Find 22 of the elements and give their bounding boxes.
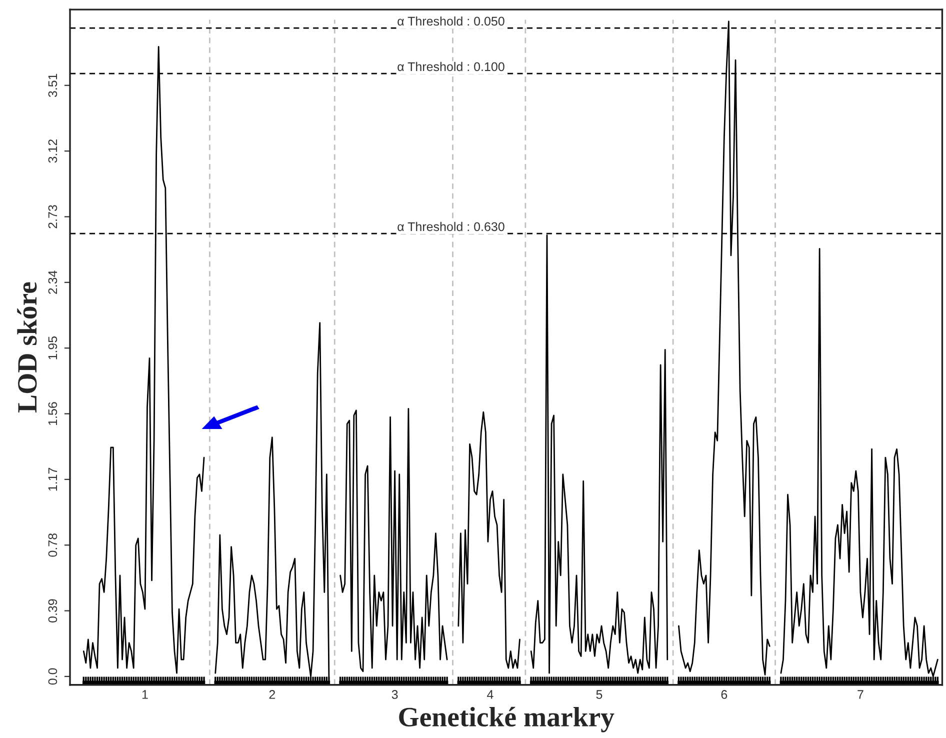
x-tick-label: 7 bbox=[858, 690, 864, 699]
x-tick-label: 2 bbox=[269, 690, 276, 699]
y-tick-label: 1.56 bbox=[48, 402, 58, 425]
y-tick-label: 3.12 bbox=[48, 140, 58, 163]
annotation: α Threshold : 0.630 bbox=[398, 222, 504, 232]
y-tick-label: 1.17 bbox=[48, 468, 57, 491]
y-tick-label: 2.73 bbox=[48, 205, 58, 228]
y-tick-label: 0.0 bbox=[48, 668, 58, 685]
x-axis-title: Genetické markry bbox=[399, 706, 614, 732]
x-tick-label: 5 bbox=[596, 690, 602, 699]
x-tick-label: 4 bbox=[487, 690, 494, 699]
annotation: α Threshold : 0.100 bbox=[398, 62, 504, 72]
y-tick-label: 0.39 bbox=[48, 599, 58, 622]
y-tick-label: 1.95 bbox=[48, 336, 58, 360]
y-tick-label: 3.51 bbox=[48, 74, 58, 98]
x-tick-label: 6 bbox=[721, 690, 728, 699]
y-tick-label: 2.34 bbox=[48, 270, 58, 294]
y-axis-title: LOD skóre bbox=[17, 282, 37, 412]
y-tick-label: 0.78 bbox=[48, 533, 58, 557]
annotation: α Threshold : 0.050 bbox=[398, 16, 504, 26]
x-tick-label: 3 bbox=[392, 690, 398, 699]
x-tick-label: 1 bbox=[142, 690, 148, 699]
